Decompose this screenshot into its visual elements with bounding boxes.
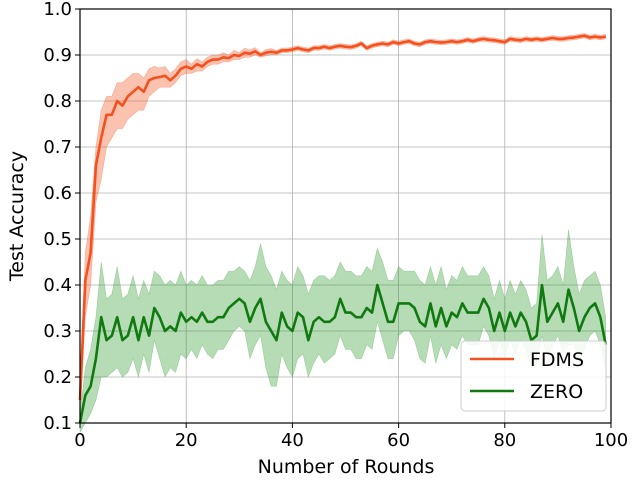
y-axis-label: Test Accuracy	[6, 151, 28, 282]
series-line-zero	[78, 283, 607, 424]
series-lines	[78, 34, 607, 424]
series-line-fdms	[78, 34, 606, 401]
x-axis-label: Number of Rounds	[258, 456, 435, 478]
legend-fdms-label: FDMS	[530, 349, 584, 371]
x-tick-label: 80	[493, 430, 516, 451]
x-tick-label: 100	[594, 430, 628, 451]
y-tick-label: 0.3	[43, 321, 72, 342]
y-tick-label: 0.8	[43, 91, 72, 112]
series-band-fdms	[79, 33, 606, 414]
y-tick-label: 1.0	[43, 0, 72, 20]
y-tick-label: 0.5	[43, 229, 72, 250]
y-tick-label: 0.2	[43, 367, 72, 388]
plot-frame	[79, 8, 612, 424]
y-tick-label: 0.9	[43, 45, 72, 66]
x-tick-label: 60	[387, 430, 410, 451]
legend: FDMS ZERO	[460, 340, 607, 412]
x-tick-label: 0	[74, 430, 85, 451]
y-tick-label: 0.1	[43, 413, 72, 434]
axis-ticks: 0 20 40 60 80 100 0.1 0.2 0.3 0.4 0.5 0.6 0.7 0.8 0.9 1…	[43, 0, 628, 451]
y-tick-label: 0.6	[43, 183, 72, 204]
y-tick-label: 0.4	[43, 275, 72, 296]
x-tick-label: 20	[175, 430, 198, 451]
legend-zero-label: ZERO	[530, 381, 583, 403]
x-tick-label: 40	[281, 430, 304, 451]
y-tick-label: 0.7	[43, 137, 72, 158]
